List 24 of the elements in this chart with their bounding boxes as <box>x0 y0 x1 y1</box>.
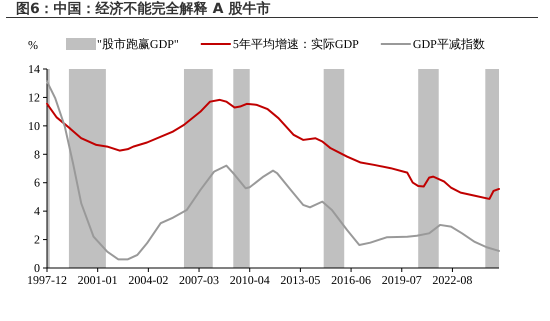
line-series <box>46 98 500 200</box>
x-tick-label: 2004-02 <box>128 273 168 287</box>
x-tick-label: 2022-08 <box>432 273 472 287</box>
legend-label: 5年平均增速：实际GDP <box>232 37 360 51</box>
x-tick-label: 1997-12 <box>27 273 67 287</box>
y-tick-label: 14 <box>28 62 40 76</box>
x-tick-label: 2016-06 <box>331 273 372 287</box>
y-tick-label: 0 <box>34 261 40 275</box>
y-axis-title: % <box>28 38 38 52</box>
x-tick-label: 2013-05 <box>280 273 320 287</box>
y-tick-label: 4 <box>34 204 40 218</box>
line-series <box>46 80 500 260</box>
x-tick-label: 2019-07 <box>382 273 422 287</box>
y-tick-label: 2 <box>34 232 40 247</box>
legend-label: "股市跑赢GDP" <box>97 37 179 51</box>
y-tick-label: 12 <box>28 90 40 104</box>
y-tick-label: 6 <box>34 176 40 190</box>
x-tick-label: 2007-03 <box>179 273 220 287</box>
x-tick-label: 2010-04 <box>230 273 270 287</box>
chart-title: 图6：中国：经济不能完全解释 A 股牛市 <box>16 0 270 17</box>
y-tick-label: 10 <box>28 118 40 133</box>
legend-label: GDP平减指数 <box>412 37 485 51</box>
x-tick-label: 2001-01 <box>78 273 118 287</box>
y-tick-label: 8 <box>34 147 40 162</box>
